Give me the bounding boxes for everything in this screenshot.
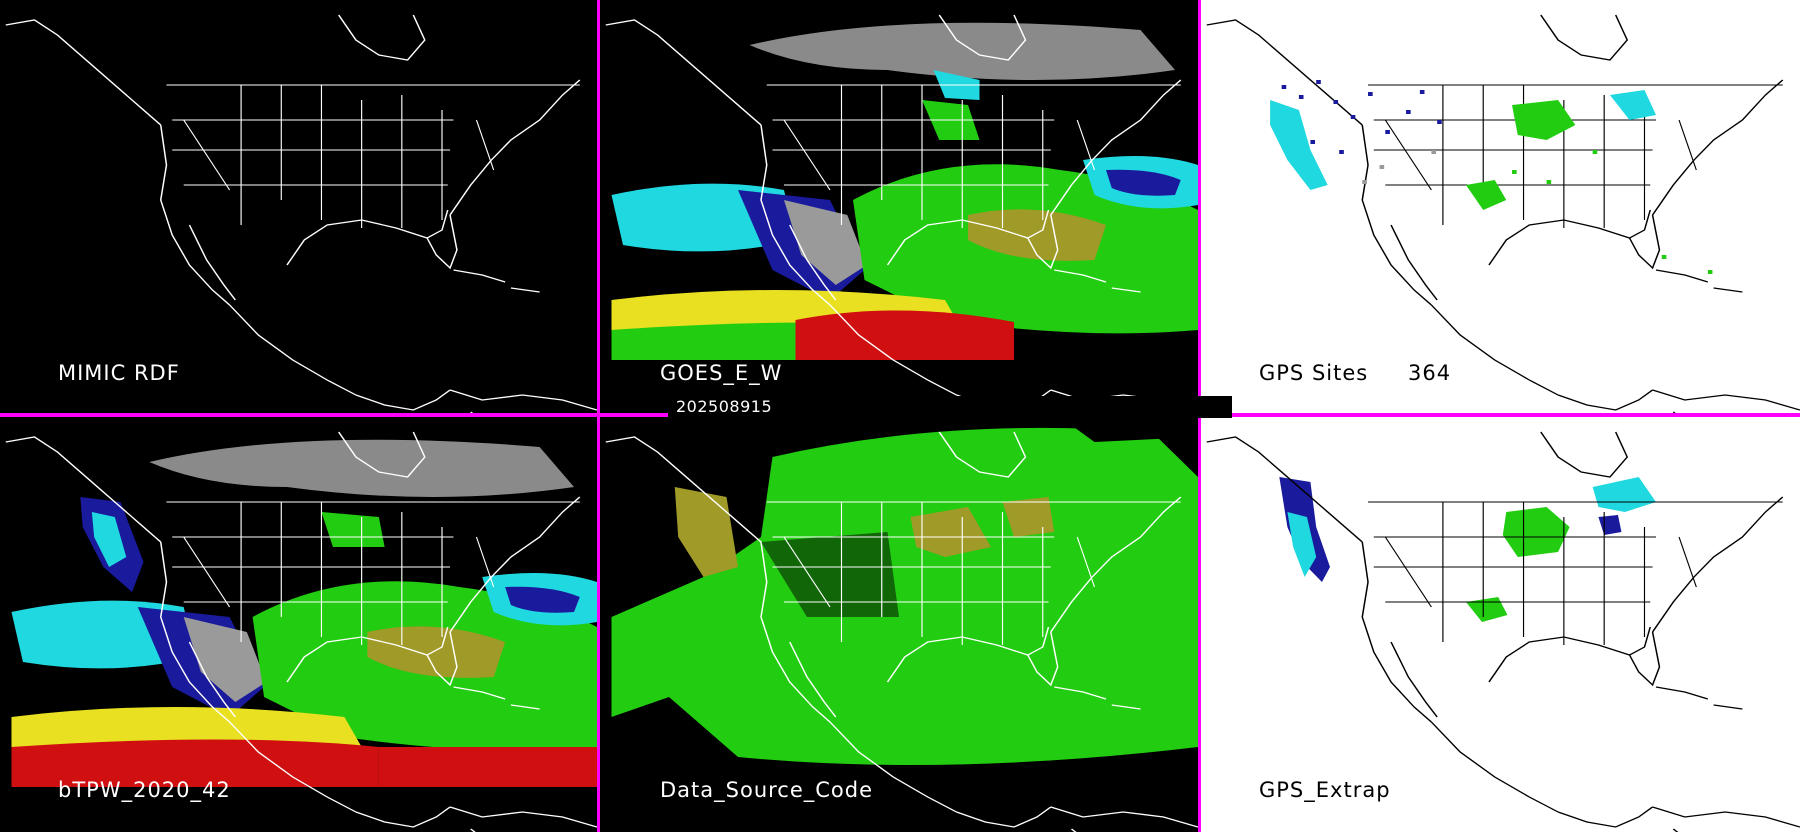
- timestamp-label: 202508915: [668, 396, 1232, 418]
- panel-label: GPS_Extrap: [1259, 778, 1391, 802]
- panel-btpw: bTPW_2020_42: [0, 417, 597, 832]
- panel-label: MIMIC RDF: [58, 361, 180, 385]
- panel-label: GOES_E_W: [660, 361, 783, 385]
- map-gps-sites: [1206, 14, 1800, 413]
- panel-gps-sites: GPS Sites 364: [1201, 0, 1800, 413]
- map-btpw: [4, 431, 597, 832]
- panel-label: bTPW_2020_42: [58, 778, 231, 802]
- map-gps-extrap: [1206, 431, 1800, 832]
- map-goes-e-w: [605, 14, 1198, 413]
- panel-gps-extrap: GPS_Extrap: [1201, 417, 1800, 832]
- map-data-source-code: [605, 417, 1198, 832]
- panel-mimic-rdf: MIMIC RDF: [0, 0, 597, 413]
- gps-site-count: 364: [1408, 361, 1452, 385]
- panel-data-source-code: Data_Source_Code: [600, 417, 1198, 832]
- map-mimic-rdf: [4, 14, 597, 413]
- panel-goes-e-w: GOES_E_W: [600, 0, 1198, 413]
- panel-label: GPS Sites: [1259, 361, 1369, 385]
- panel-label: Data_Source_Code: [660, 778, 874, 802]
